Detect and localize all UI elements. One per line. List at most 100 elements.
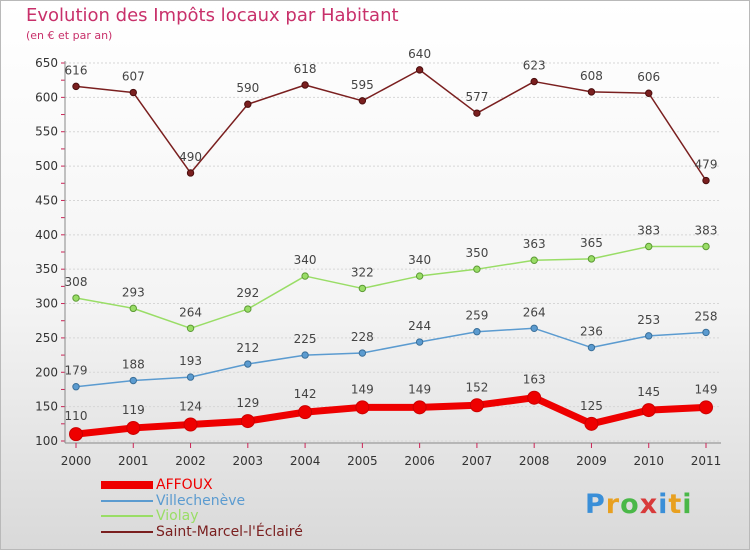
- logo-letter: x: [639, 489, 659, 520]
- data-label: 119: [122, 403, 145, 417]
- data-label: 616: [65, 63, 88, 77]
- data-label: 149: [351, 382, 374, 396]
- x-tick-label: 2004: [290, 454, 321, 468]
- y-tick-label: 350: [35, 262, 58, 276]
- y-tick-label: 650: [35, 56, 58, 70]
- data-label: 340: [294, 253, 317, 267]
- chart-title: Evolution des Impôts locaux par Habitant: [26, 5, 399, 26]
- data-label: 259: [465, 309, 488, 323]
- data-point: [72, 82, 80, 91]
- data-point: [412, 400, 427, 415]
- data-point: [186, 169, 195, 177]
- data-point: [645, 242, 653, 251]
- data-point: [72, 294, 80, 302]
- legend-label: AFFOUX: [156, 477, 213, 493]
- data-label: 258: [695, 309, 718, 323]
- data-point: [645, 332, 653, 340]
- data-labels: 616 607 490 590 618 595 640 577 623 608 606 479 308 2…: [65, 47, 718, 423]
- data-label: 149: [695, 382, 718, 396]
- legend-swatch: [101, 515, 153, 517]
- legend-label: Saint-Marcel-l'Éclairé: [156, 524, 303, 540]
- data-point: [702, 176, 710, 185]
- data-point: [183, 417, 198, 432]
- series-line: [75, 69, 707, 181]
- data-label: 608: [580, 69, 603, 83]
- data-label: 179: [65, 364, 88, 378]
- data-label: 124: [179, 400, 202, 414]
- chart-subtitle: (en € et par an): [26, 29, 113, 42]
- series-line: [75, 394, 707, 438]
- x-tick-label: 2009: [576, 454, 607, 468]
- data-label: 225: [294, 332, 317, 346]
- data-label: 110: [65, 409, 88, 423]
- data-label: 340: [408, 253, 431, 267]
- logo-letter: i: [682, 489, 693, 520]
- data-point: [641, 403, 656, 418]
- data-label: 244: [408, 319, 431, 333]
- y-tick-label: 400: [35, 228, 58, 242]
- data-label: 383: [637, 224, 660, 238]
- y-tick-label: 300: [35, 297, 58, 311]
- y-tick-label: 600: [35, 90, 58, 104]
- data-label: 163: [523, 373, 546, 387]
- data-label: 577: [465, 90, 488, 104]
- data-point: [702, 242, 710, 251]
- x-tick-label: 2002: [175, 454, 206, 468]
- legend-label: Violay: [156, 508, 199, 524]
- data-point: [72, 383, 80, 391]
- x-tick-label: 2000: [61, 454, 92, 468]
- x-tick-label: 2005: [347, 454, 378, 468]
- x-tick-label: 2006: [404, 454, 435, 468]
- data-point: [415, 338, 424, 346]
- data-point: [186, 324, 195, 332]
- data-label: 236: [580, 325, 603, 339]
- x-tick-label: 2011: [691, 454, 722, 468]
- legend-item: Saint-Marcel-l'Éclairé: [101, 524, 303, 540]
- data-label: 363: [523, 237, 546, 251]
- legend-item: Violay: [101, 508, 198, 524]
- data-label: 640: [408, 47, 431, 61]
- data-label: 253: [637, 313, 660, 327]
- data-label: 308: [65, 275, 88, 289]
- logo-letter: i: [658, 489, 669, 520]
- data-label: 292: [236, 286, 259, 300]
- data-point: [473, 265, 481, 273]
- series-line: [75, 327, 707, 388]
- data-label: 623: [523, 59, 546, 73]
- data-label: 383: [695, 224, 718, 238]
- data-label: 188: [122, 358, 145, 372]
- x-tick-label: 2003: [233, 454, 264, 468]
- legend-item: AFFOUX: [101, 477, 213, 493]
- legend-swatch: [101, 531, 153, 533]
- data-label: 595: [351, 78, 374, 92]
- data-label: 142: [294, 387, 317, 401]
- x-tick-label: 2001: [118, 454, 149, 468]
- data-point: [587, 255, 596, 263]
- x-tick-label: 2008: [519, 454, 550, 468]
- data-label: 125: [580, 399, 603, 413]
- data-label: 618: [294, 62, 317, 76]
- data-point: [415, 272, 424, 280]
- logo-letter: P: [585, 489, 606, 520]
- data-point: [244, 100, 252, 108]
- data-point: [129, 88, 137, 97]
- data-label: 607: [122, 70, 145, 84]
- y-tick-label: 100: [35, 434, 58, 448]
- data-label: 152: [465, 380, 488, 394]
- logo-letter: o: [620, 489, 640, 520]
- data-label: 590: [236, 81, 259, 95]
- data-point: [129, 304, 137, 313]
- data-point: [645, 89, 653, 97]
- legend-item: Villechenève: [101, 493, 245, 509]
- data-point: [301, 272, 309, 280]
- data-point: [244, 360, 252, 368]
- data-point: [129, 376, 137, 385]
- data-label: 490: [179, 150, 202, 164]
- data-point: [358, 349, 367, 357]
- data-point: [469, 398, 484, 413]
- proxiti-logo: Proxiti: [585, 489, 693, 520]
- x-tick-labels: 2000 2001 2002 2003 2004 2005 2006 2007 2008 2009…: [61, 454, 722, 468]
- data-point: [358, 284, 367, 293]
- data-label: 193: [179, 354, 202, 368]
